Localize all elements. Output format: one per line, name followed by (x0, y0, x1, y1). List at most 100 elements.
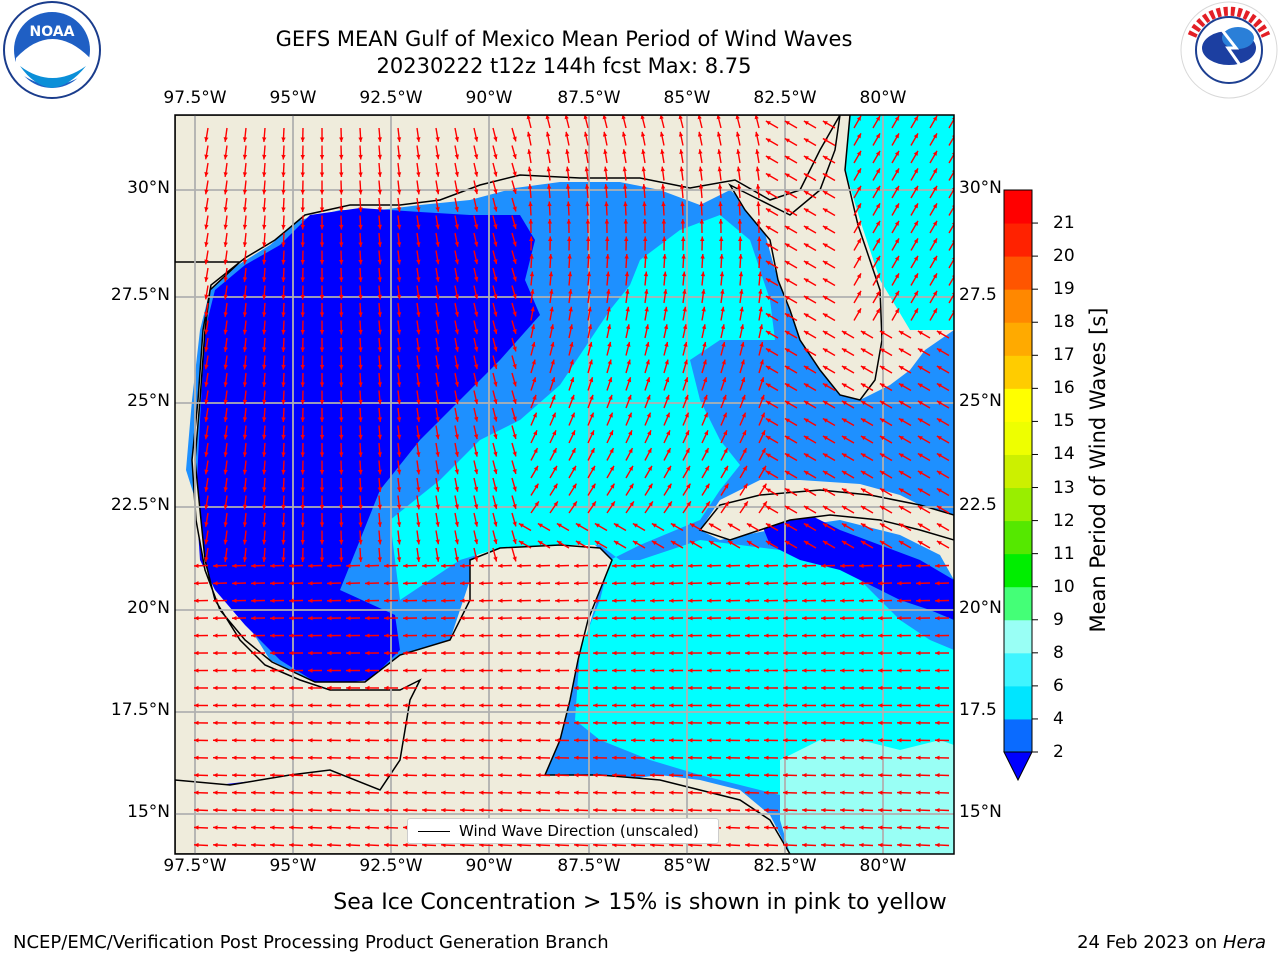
wind-arrow (891, 185, 900, 199)
wind-arrow (478, 598, 494, 603)
wind-arrow (535, 807, 551, 813)
wind-arrow (668, 581, 684, 586)
wind-arrow (915, 773, 931, 778)
wind-arrow (630, 650, 646, 656)
wind-arrow (473, 407, 479, 422)
wind-arrow (300, 355, 305, 370)
wind-arrow (547, 218, 553, 234)
wind-arrow (803, 312, 817, 322)
wind-arrow (288, 650, 304, 656)
wind-arrow (915, 720, 931, 726)
colorbar-tick: 14 (1053, 444, 1075, 465)
wind-arrow (402, 581, 418, 586)
wind-arrow (782, 563, 798, 568)
wind-arrow (592, 703, 608, 708)
wind-arrow (223, 250, 228, 265)
wind-arrow (765, 242, 779, 252)
wind-arrow (668, 807, 684, 813)
wind-arrow (300, 162, 305, 178)
wind-arrow (473, 320, 479, 335)
wind-arrow (839, 685, 855, 691)
wind-arrow (383, 825, 399, 830)
wind-arrow (492, 477, 498, 492)
colorbar-tick: 10 (1053, 576, 1075, 597)
wind-arrow (250, 703, 266, 708)
wind-arrow (663, 465, 672, 479)
wind-arrow (319, 320, 325, 335)
wind-arrow (822, 295, 836, 304)
wind-arrow (326, 790, 342, 795)
wind-arrow (556, 540, 570, 549)
wind-arrow (803, 295, 817, 304)
wind-arrow (625, 341, 631, 356)
wind-arrow (269, 563, 285, 568)
wind-arrow (459, 773, 475, 778)
wind-arrow (492, 547, 498, 562)
wind-arrow (891, 203, 900, 216)
wind-arrow (910, 220, 919, 234)
colorbar-tick: 13 (1053, 477, 1075, 498)
wind-arrow (396, 285, 402, 300)
wind-arrow (421, 703, 437, 708)
wind-arrow (606, 394, 613, 409)
wind-arrow (396, 180, 402, 195)
wind-arrow (585, 201, 590, 216)
wind-arrow (262, 442, 267, 458)
wind-arrow (765, 277, 779, 287)
footer-date-text: 24 Feb 2023 on (1077, 932, 1223, 953)
wind-arrow (606, 465, 615, 479)
wind-arrow (718, 201, 723, 216)
wind-arrow (416, 390, 421, 405)
wind-arrow (326, 755, 342, 760)
wind-arrow (377, 355, 382, 370)
wind-arrow (377, 127, 382, 143)
wind-arrow (549, 359, 555, 374)
wind-arrow (611, 738, 627, 743)
wind-arrow (454, 145, 459, 160)
wind-arrow (611, 773, 627, 778)
lon-tick-top: 82.5°W (753, 88, 817, 108)
wind-arrow (632, 540, 646, 549)
wind-arrow (307, 650, 323, 656)
wind-arrow (345, 563, 361, 568)
wind-arrow (611, 755, 627, 760)
wind-arrow (891, 150, 900, 164)
wind-arrow (288, 842, 304, 848)
wind-arrow (497, 598, 513, 603)
wind-arrow (583, 115, 589, 129)
wind-arrow (644, 483, 653, 496)
wind-arrow (611, 668, 627, 673)
wind-arrow (681, 253, 686, 269)
wind-arrow (416, 495, 421, 510)
wind-arrow (803, 382, 817, 392)
wind-arrow (530, 394, 537, 409)
wind-arrow (204, 407, 209, 422)
wind-arrow (803, 417, 817, 427)
wind-arrow (739, 394, 746, 409)
wind-arrow (212, 633, 228, 638)
wind-arrow (242, 530, 248, 545)
wind-arrow (307, 738, 323, 743)
wind-arrow (319, 215, 325, 230)
wind-arrow (801, 668, 817, 673)
wind-arrow (377, 407, 382, 423)
wind-arrow (300, 180, 305, 195)
wind-arrow (511, 442, 517, 457)
wind-arrow (554, 563, 570, 568)
wind-arrow (758, 324, 764, 339)
wind-arrow (936, 435, 950, 444)
wind-arrow (803, 277, 817, 287)
wind-arrow (269, 703, 285, 708)
wind-arrow (698, 183, 704, 199)
wind-arrow (625, 324, 631, 339)
wind-arrow (554, 790, 570, 795)
wind-arrow (250, 615, 266, 621)
wind-arrow (896, 807, 912, 813)
wind-arrow (872, 308, 881, 321)
wind-arrow (891, 273, 900, 286)
wind-arrow (782, 668, 798, 673)
wind-arrow (492, 495, 498, 510)
wind-arrow (739, 324, 745, 339)
wind-arrow (204, 197, 209, 212)
wind-arrow (820, 650, 836, 656)
